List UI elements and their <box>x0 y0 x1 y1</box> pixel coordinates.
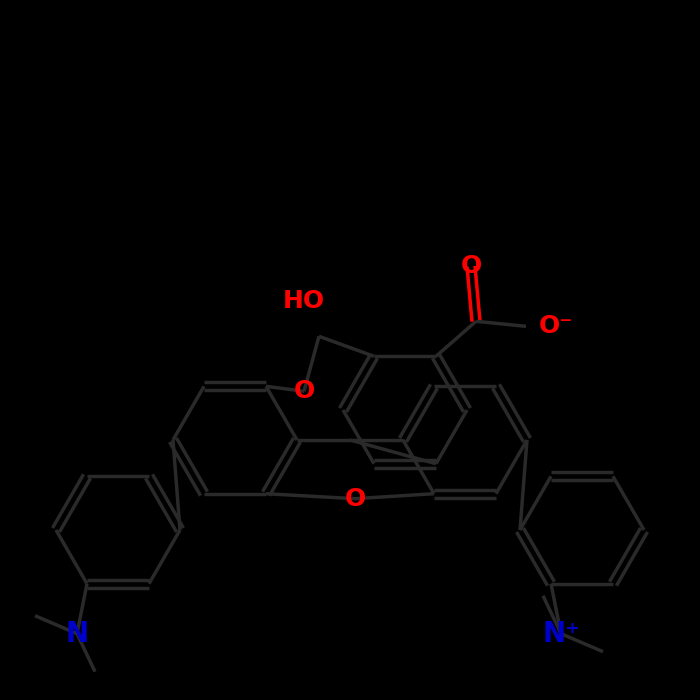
Text: O: O <box>344 486 365 511</box>
Text: O: O <box>293 379 314 403</box>
Text: N⁺: N⁺ <box>542 620 580 648</box>
Text: O⁻: O⁻ <box>539 314 573 338</box>
Text: O: O <box>461 254 482 279</box>
Text: N: N <box>65 620 89 648</box>
Text: HO: HO <box>283 289 325 314</box>
